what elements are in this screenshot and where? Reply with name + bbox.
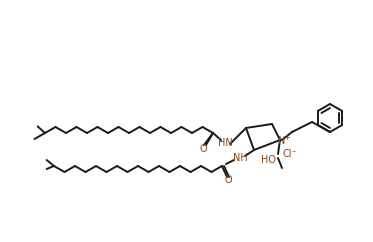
Text: HN: HN (217, 138, 232, 148)
Text: +: + (283, 134, 291, 143)
Text: HO: HO (260, 155, 276, 165)
Text: O: O (224, 175, 232, 185)
Text: O: O (199, 144, 207, 154)
Text: NH: NH (233, 153, 247, 163)
Text: Cl⁻: Cl⁻ (283, 149, 297, 159)
Text: N: N (278, 136, 286, 146)
